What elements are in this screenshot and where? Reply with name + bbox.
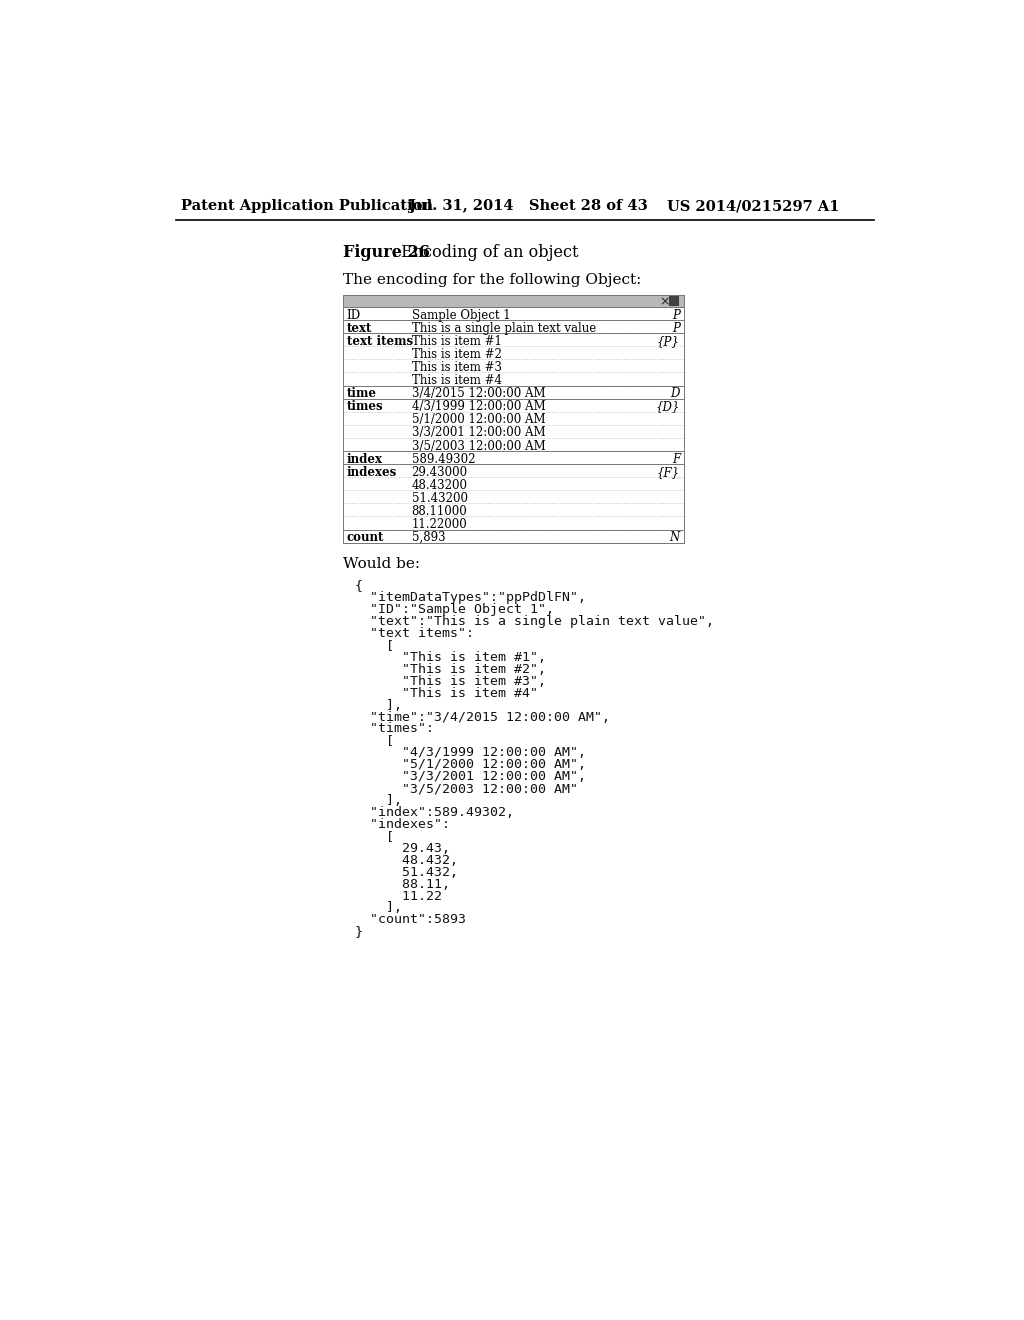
Text: ×: × [659,296,670,309]
Text: The encoding for the following Object:: The encoding for the following Object: [343,273,642,286]
Text: 48.43200: 48.43200 [412,479,468,492]
Text: [: [ [354,639,394,652]
Text: {: { [354,579,362,593]
Text: .: . [391,244,397,261]
Text: "text items":: "text items": [354,627,474,640]
Text: "3/5/2003 12:00:00 AM": "3/5/2003 12:00:00 AM" [354,783,579,795]
Text: count: count [346,531,384,544]
Text: 51.43200: 51.43200 [412,492,468,504]
Text: P: P [672,322,680,335]
Text: time: time [346,387,377,400]
Bar [343,296,684,308]
Text: "3/3/2001 12:00:00 AM",: "3/3/2001 12:00:00 AM", [354,770,587,783]
Text: This is item #4: This is item #4 [412,374,502,387]
Text: }: } [354,925,362,939]
Text: 48.432,: 48.432, [354,854,459,867]
Text: "text":"This is a single plain text value",: "text":"This is a single plain text valu… [354,615,715,628]
Text: "time":"3/4/2015 12:00:00 AM",: "time":"3/4/2015 12:00:00 AM", [354,710,610,723]
Text: Sample Object 1: Sample Object 1 [412,309,510,322]
Text: Figure 26: Figure 26 [343,244,430,261]
Text: "5/1/2000 12:00:00 AM",: "5/1/2000 12:00:00 AM", [354,758,587,771]
Text: "This is item #2",: "This is item #2", [354,663,546,676]
Text: "index":589.49302,: "index":589.49302, [354,807,514,818]
Text: ],: ], [354,698,402,711]
Text: {P}: {P} [657,335,680,347]
Text: D: D [671,387,680,400]
Text: This is item #2: This is item #2 [412,348,502,360]
Text: F: F [672,453,680,466]
Text: "times":: "times": [354,722,434,735]
Text: 4/3/1999 12:00:00 AM: 4/3/1999 12:00:00 AM [412,400,546,413]
Text: "count":5893: "count":5893 [354,913,466,927]
Text: Would be:: Would be: [343,557,421,572]
Text: text: text [346,322,372,335]
Text: 5,893: 5,893 [412,531,445,544]
Text: 29.43,: 29.43, [354,842,451,855]
Text: "This is item #4": "This is item #4" [354,686,539,700]
Text: Jul. 31, 2014   Sheet 28 of 43: Jul. 31, 2014 Sheet 28 of 43 [409,199,647,213]
Text: ],: ], [354,902,402,915]
Text: 3/3/2001 12:00:00 AM: 3/3/2001 12:00:00 AM [412,426,545,440]
Text: 3/5/2003 12:00:00 AM: 3/5/2003 12:00:00 AM [412,440,546,453]
Text: 3/4/2015 12:00:00 AM: 3/4/2015 12:00:00 AM [412,387,545,400]
Text: ID: ID [346,309,360,322]
Text: 51.432,: 51.432, [354,866,459,879]
Text: 589.49302: 589.49302 [412,453,475,466]
Text: This is a single plain text value: This is a single plain text value [412,322,596,335]
Text: 88.11,: 88.11, [354,878,451,891]
Text: "This is item #1",: "This is item #1", [354,651,546,664]
Text: "ID":"Sample Object 1",: "ID":"Sample Object 1", [354,603,554,616]
Text: "This is item #3",: "This is item #3", [354,675,546,688]
Text: {D}: {D} [655,400,680,413]
Text: US 2014/0215297 A1: US 2014/0215297 A1 [667,199,839,213]
Text: N: N [670,531,680,544]
Bar [343,296,684,543]
Bar [669,296,678,305]
Text: 11.22000: 11.22000 [412,517,467,531]
Text: {F}: {F} [656,466,680,479]
Text: Encoding of an object: Encoding of an object [396,244,579,261]
Text: [: [ [354,734,394,747]
Text: 11.22: 11.22 [354,890,442,903]
Text: indexes: indexes [346,466,397,479]
Text: P: P [672,309,680,322]
Text: "itemDataTypes":"ppPdDlFN",: "itemDataTypes":"ppPdDlFN", [354,591,587,605]
Text: "4/3/1999 12:00:00 AM",: "4/3/1999 12:00:00 AM", [354,746,587,759]
Text: [: [ [354,830,394,843]
Text: index: index [346,453,383,466]
Text: This is item #3: This is item #3 [412,360,502,374]
Text: Patent Application Publication: Patent Application Publication [180,199,433,213]
Text: times: times [346,400,383,413]
Text: ],: ], [354,795,402,807]
Text: 29.43000: 29.43000 [412,466,468,479]
Text: 88.11000: 88.11000 [412,506,467,517]
Text: "indexes":: "indexes": [354,818,451,832]
Text: 5/1/2000 12:00:00 AM: 5/1/2000 12:00:00 AM [412,413,545,426]
Text: text items: text items [346,335,413,347]
Text: This is item #1: This is item #1 [412,335,502,347]
